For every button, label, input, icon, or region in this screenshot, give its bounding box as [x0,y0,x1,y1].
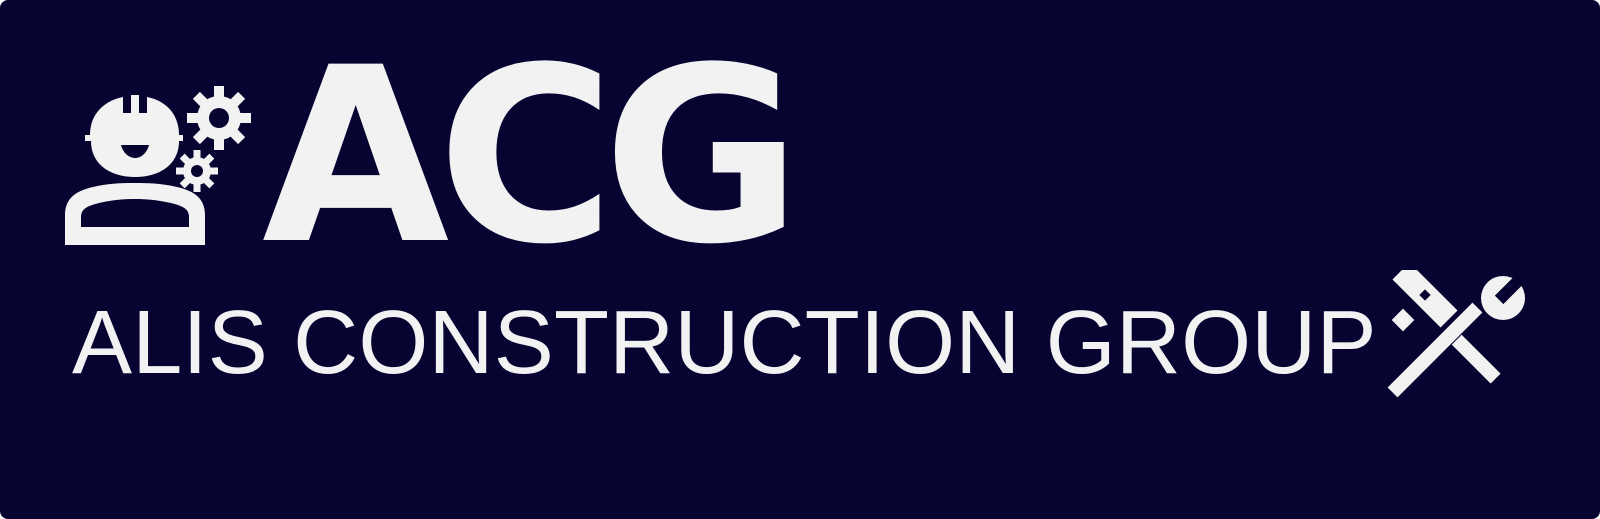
worker-with-gears-icon [65,86,251,245]
brand-acronym: ACG [262,16,802,298]
wrench-and-hammer-icon [1387,270,1525,398]
company-name: ALIS CONSTRUCTION GROUP [72,293,1377,393]
